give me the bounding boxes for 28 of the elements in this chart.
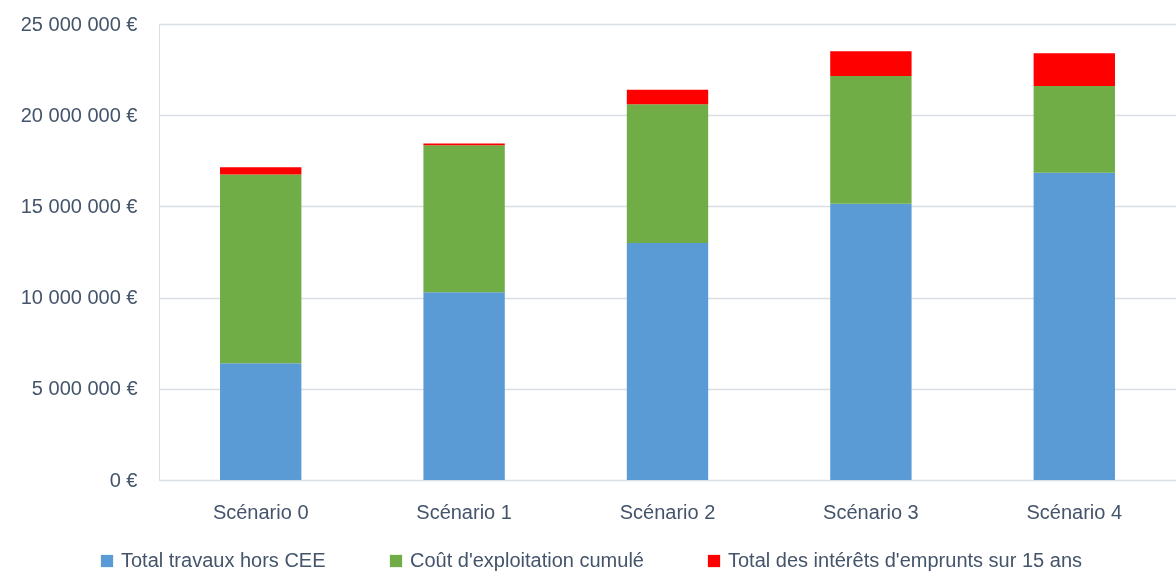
bar	[423, 292, 505, 480]
x-tick-label: Scénario 3	[823, 500, 919, 523]
x-tick-label: Scénario 2	[619, 500, 716, 523]
bar	[626, 104, 709, 243]
bar	[220, 167, 302, 175]
y-tick-label: 25 000 000 €	[20, 12, 138, 35]
bar	[1033, 53, 1115, 87]
legend-label: Total des intérêts d'emprunts sur 15 ans	[728, 549, 1083, 571]
y-tick-label: 10 000 000 €	[20, 286, 138, 309]
y-tick-label: 5 000 000 €	[31, 377, 138, 400]
y-tick-label: 0 €	[109, 468, 138, 491]
x-tick-label: Scénario 4	[1026, 500, 1123, 523]
legend-label: Total travaux hors CEE	[121, 549, 326, 571]
bar	[830, 51, 912, 76]
x-tick-label: Scénario 1	[416, 500, 512, 523]
bar	[830, 75, 912, 204]
legend-label: Coût d'exploitation cumulé	[410, 549, 644, 571]
bar	[220, 363, 302, 480]
bar	[830, 203, 912, 480]
bar	[1033, 172, 1115, 480]
bar	[626, 89, 709, 105]
bar	[1033, 86, 1115, 173]
bar	[626, 242, 709, 480]
y-tick-label: 15 000 000 €	[20, 194, 138, 217]
bar	[423, 145, 505, 293]
y-tick-label: 20 000 000 €	[20, 103, 138, 126]
x-tick-label: Scénario 0	[212, 500, 309, 523]
bar	[220, 174, 302, 364]
